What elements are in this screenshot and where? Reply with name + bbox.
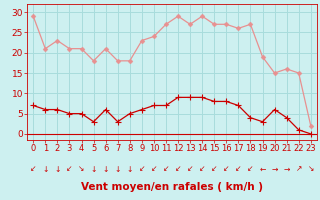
Text: ↙: ↙ [66, 164, 73, 173]
Text: ↓: ↓ [115, 164, 121, 173]
Text: ↓: ↓ [90, 164, 97, 173]
Text: Vent moyen/en rafales ( km/h ): Vent moyen/en rafales ( km/h ) [81, 182, 263, 192]
Text: ↓: ↓ [42, 164, 49, 173]
Text: ↓: ↓ [102, 164, 109, 173]
Text: ↙: ↙ [175, 164, 181, 173]
Text: ↙: ↙ [211, 164, 217, 173]
Text: →: → [284, 164, 290, 173]
Text: ↙: ↙ [151, 164, 157, 173]
Text: →: → [271, 164, 278, 173]
Text: ↘: ↘ [308, 164, 314, 173]
Text: ↓: ↓ [54, 164, 60, 173]
Text: ↘: ↘ [78, 164, 85, 173]
Text: ↙: ↙ [187, 164, 193, 173]
Text: ↗: ↗ [295, 164, 302, 173]
Text: ↙: ↙ [235, 164, 242, 173]
Text: ↙: ↙ [163, 164, 169, 173]
Text: ↙: ↙ [223, 164, 229, 173]
Text: ←: ← [259, 164, 266, 173]
Text: ↓: ↓ [127, 164, 133, 173]
Text: ↙: ↙ [247, 164, 254, 173]
Text: ↙: ↙ [139, 164, 145, 173]
Text: ↙: ↙ [199, 164, 205, 173]
Text: ↙: ↙ [30, 164, 36, 173]
